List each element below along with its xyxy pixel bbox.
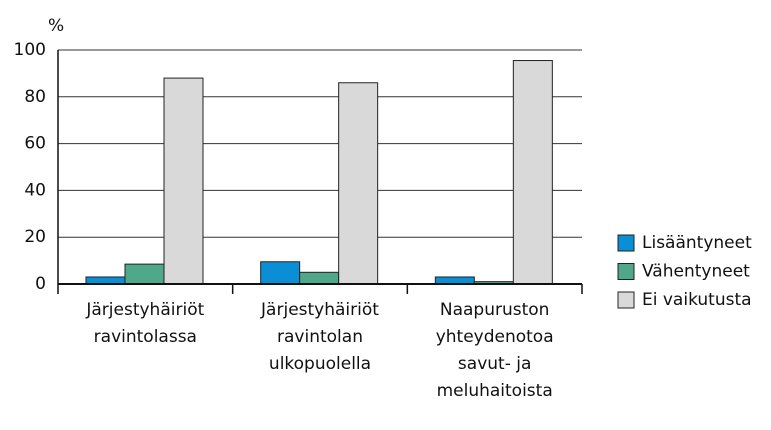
legend-swatch xyxy=(617,263,635,280)
bar xyxy=(124,263,165,285)
legend-label: Lisääntyneet xyxy=(642,233,752,253)
legend-swatch xyxy=(617,234,635,252)
y-axis-label: % xyxy=(48,16,64,36)
y-tick-label: 80 xyxy=(24,87,46,107)
y-tick-label: 60 xyxy=(24,134,46,154)
x-tick-label: Järjestyhäiriöt ravintolan ulkopuolella xyxy=(260,300,379,374)
y-tick-label: 0 xyxy=(35,274,46,294)
y-tick-label: 40 xyxy=(24,180,46,200)
legend-label: Ei vaikutusta xyxy=(642,290,752,310)
bar xyxy=(260,261,301,285)
y-tick-label: 20 xyxy=(24,227,46,247)
legend-label: Vähentyneet xyxy=(642,262,750,282)
bar xyxy=(338,82,379,285)
bar xyxy=(85,276,126,285)
bar xyxy=(163,77,204,285)
legend-swatch xyxy=(617,291,635,309)
bar xyxy=(512,60,553,285)
x-tick-label: Naapuruston yhteydenotoa savut- ja meluhait… xyxy=(436,300,554,401)
y-tick-label: 100 xyxy=(14,40,46,60)
bar xyxy=(299,271,340,285)
bar xyxy=(434,276,475,285)
x-tick-label: Järjestyhäiriöt ravintolassa xyxy=(85,300,204,347)
